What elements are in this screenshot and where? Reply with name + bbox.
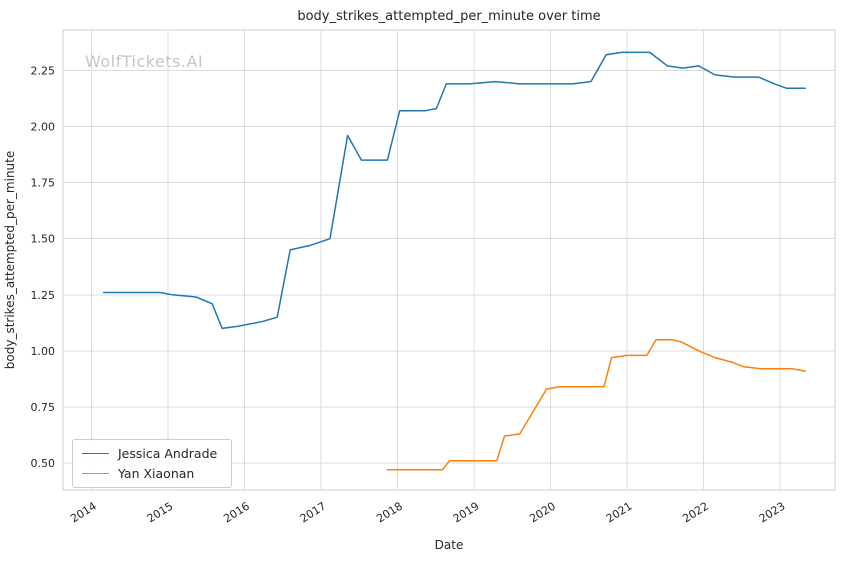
x-tick-label: 2017 bbox=[298, 500, 329, 526]
x-tick-label: 2022 bbox=[680, 500, 711, 526]
plot-area bbox=[62, 29, 836, 491]
x-tick-label: 2014 bbox=[68, 500, 99, 526]
legend: Jessica Andrade Yan Xiaonan bbox=[72, 439, 233, 488]
x-axis-label: Date bbox=[435, 538, 464, 552]
y-axis-label: body_strikes_attempted_per_minute bbox=[3, 151, 17, 369]
y-tick-label: 1.00 bbox=[31, 345, 56, 358]
legend-line-swatch-yan-xiaonan bbox=[82, 473, 109, 474]
y-tick-label: 0.50 bbox=[31, 457, 56, 470]
series-line-jessica-andrade bbox=[102, 51, 806, 330]
y-tick-label: 0.75 bbox=[31, 401, 56, 414]
x-tick-label: 2016 bbox=[221, 500, 252, 526]
series-line-yan-xiaonan bbox=[386, 338, 806, 471]
y-tick-label: 2.25 bbox=[31, 64, 56, 77]
x-tick-label: 2020 bbox=[527, 500, 558, 526]
y-tick-label: 1.50 bbox=[31, 233, 56, 246]
chart-title: body_strikes_attempted_per_minute over t… bbox=[297, 9, 600, 24]
legend-item-jessica-andrade: Jessica Andrade bbox=[82, 446, 217, 461]
grid-layer bbox=[63, 30, 835, 490]
series-layer bbox=[102, 51, 806, 471]
x-tick-label: 2023 bbox=[757, 500, 788, 526]
y-tick-label: 2.00 bbox=[31, 120, 56, 133]
legend-item-yan-xiaonan: Yan Xiaonan bbox=[82, 466, 217, 481]
legend-line-swatch-jessica-andrade bbox=[82, 453, 109, 454]
watermark: WolfTickets.AI bbox=[85, 52, 203, 71]
y-tick-label: 1.25 bbox=[31, 289, 56, 302]
legend-label-jessica-andrade: Jessica Andrade bbox=[118, 446, 218, 461]
x-tick-label: 2021 bbox=[604, 500, 635, 526]
x-tick-label: 2019 bbox=[451, 500, 482, 526]
legend-label-yan-xiaonan: Yan Xiaonan bbox=[118, 466, 195, 481]
x-tick-label: 2015 bbox=[145, 500, 176, 526]
x-tick-label: 2018 bbox=[374, 500, 405, 526]
y-tick-label: 1.75 bbox=[31, 177, 56, 190]
